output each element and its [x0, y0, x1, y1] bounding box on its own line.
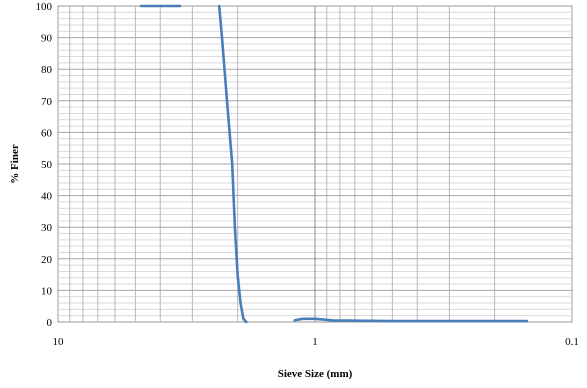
series-layer: [139, 4, 529, 324]
x-axis-tick-labels: 10 1 0.1: [53, 336, 579, 348]
y-tick-label: 50: [41, 159, 53, 171]
series-line-segment-3: [293, 317, 529, 323]
y-axis-title: % Finer: [9, 144, 21, 184]
y-tick-label: 10: [41, 285, 53, 297]
y-tick-label: 60: [41, 127, 53, 139]
y-axis-tick-labels: 0 10 20 30 40 50 60 70 80 90 100: [36, 1, 53, 329]
y-tick-label: 80: [41, 64, 53, 76]
x-tick-label: 1: [312, 336, 318, 348]
series-line-segment-2: [217, 4, 248, 324]
y-tick-label: 100: [36, 1, 53, 13]
y-tick-label: 0: [47, 317, 53, 329]
x-tick-label: 10: [53, 336, 65, 348]
y-tick-label: 30: [41, 222, 53, 234]
x-axis-title: Sieve Size (mm): [278, 368, 353, 380]
y-tick-label: 40: [41, 191, 53, 203]
grid-major: [58, 6, 572, 322]
y-tick-label: 70: [41, 96, 53, 108]
y-tick-label: 20: [41, 254, 53, 266]
x-tick-label: 0.1: [565, 336, 579, 348]
y-tick-label: 90: [41, 33, 53, 45]
